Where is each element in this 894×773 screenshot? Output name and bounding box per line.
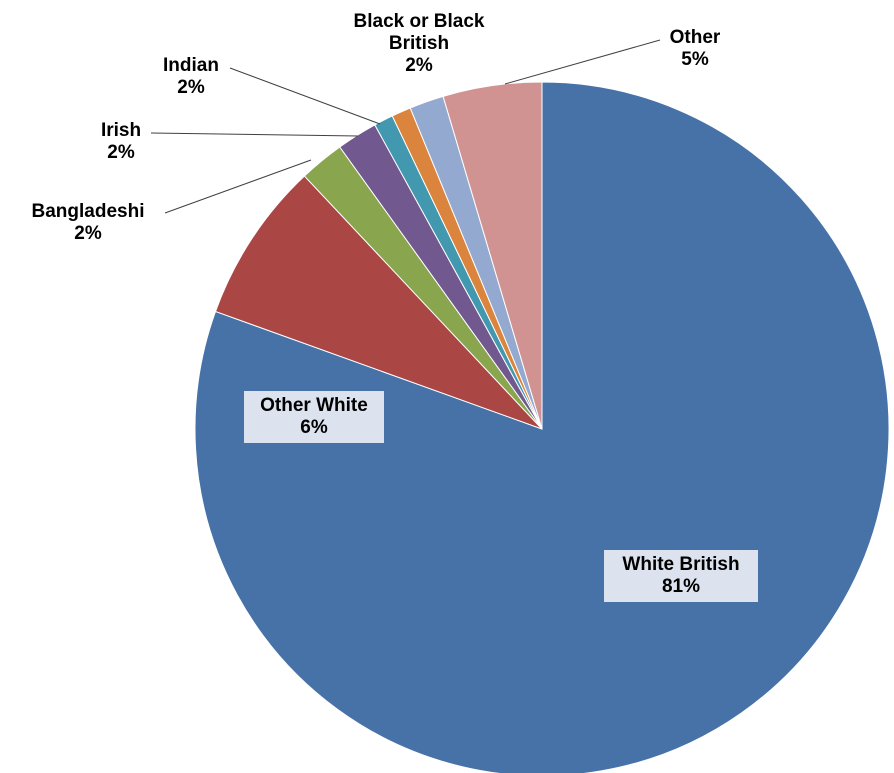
slice-label-other: Other	[670, 27, 721, 48]
slice-label-bangladeshi: Bangladeshi	[32, 201, 145, 222]
leader-line-indian	[229, 67, 381, 125]
slice-label-black-or-black-british: British	[389, 33, 449, 54]
leader-line-bangladeshi	[164, 159, 312, 214]
leader-line-other	[504, 39, 661, 85]
slice-label-other-white: Other White	[260, 395, 368, 416]
value-label-indian: 2%	[177, 77, 205, 98]
pie-slice-other-white	[214, 175, 543, 430]
label-box-white-british	[604, 550, 758, 602]
value-label-bangladeshi: 2%	[74, 223, 102, 244]
slice-label-black-or-black-british: Black or Black	[354, 11, 485, 32]
label-box-other-white	[244, 391, 384, 443]
value-label-other-white: 6%	[300, 417, 328, 438]
value-label-black-or-black-british: 2%	[405, 55, 433, 76]
slice-label-indian: Indian	[163, 55, 219, 76]
slice-label-irish: Irish	[101, 120, 141, 141]
value-label-irish: 2%	[107, 142, 135, 163]
pie-slice-other	[442, 81, 543, 430]
value-label-other: 5%	[681, 49, 709, 70]
slice-label-white-british: White British	[622, 554, 739, 575]
leader-line-irish	[150, 132, 359, 137]
value-label-white-british: 81%	[662, 576, 700, 597]
